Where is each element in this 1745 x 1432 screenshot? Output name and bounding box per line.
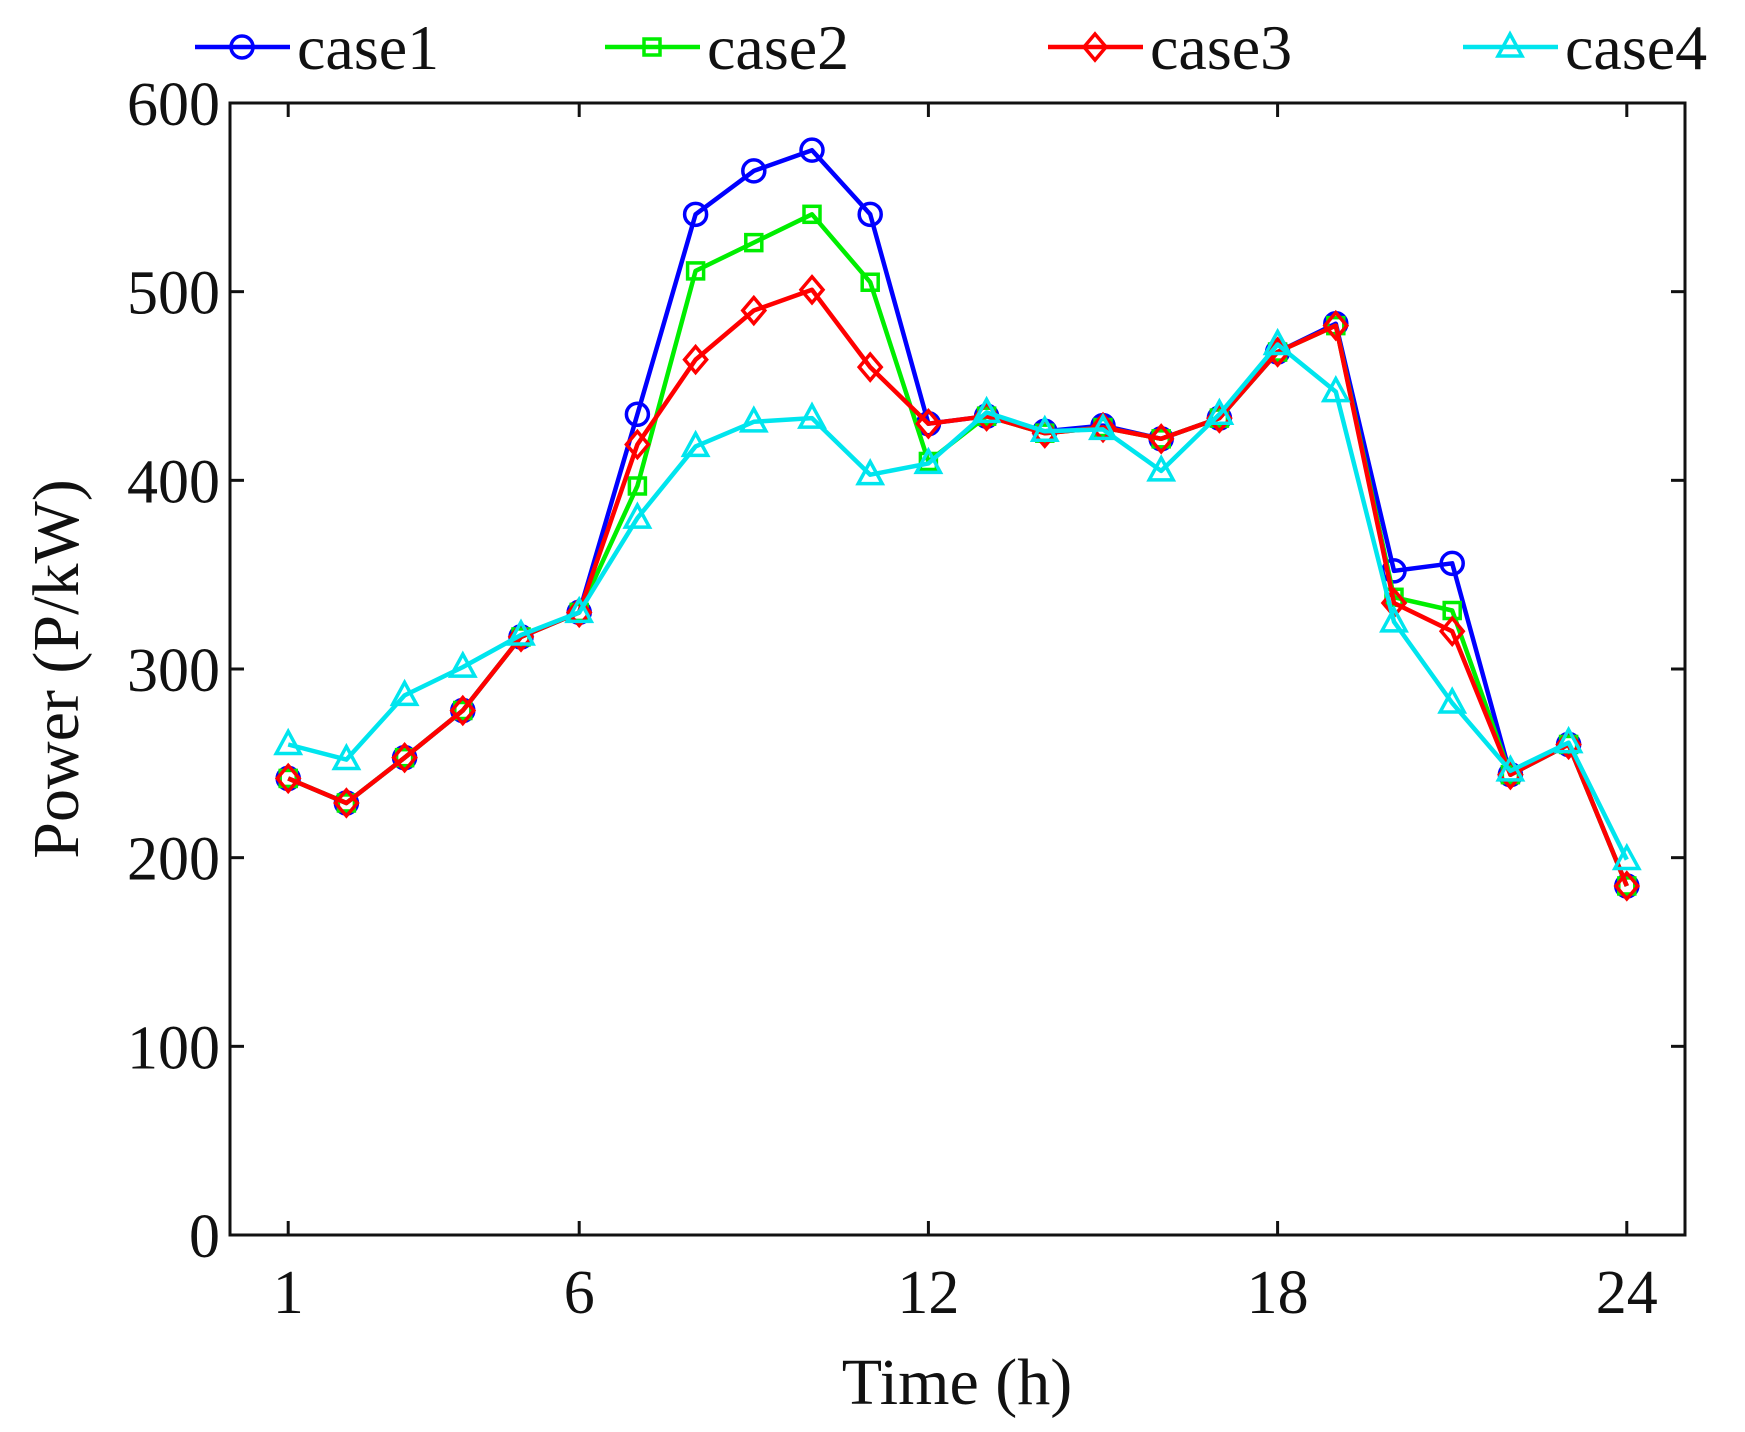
legend-item-case2: case2 xyxy=(605,12,849,83)
point-case3-4 xyxy=(449,694,477,727)
x-tick-label-18: 18 xyxy=(1247,1259,1309,1327)
point-case2-8 xyxy=(685,261,706,281)
x-tick-label-12: 12 xyxy=(897,1259,959,1327)
point-case2-11 xyxy=(860,272,880,292)
point-case1-7 xyxy=(624,401,651,428)
point-case4-3 xyxy=(389,678,420,707)
point-case4-23 xyxy=(1553,725,1584,754)
x-axis-title: Time (h) xyxy=(842,1346,1072,1419)
point-case3-9 xyxy=(740,294,768,327)
point-case2-7 xyxy=(627,476,648,496)
y-tick-label-500: 500 xyxy=(127,260,220,328)
point-case4-12 xyxy=(913,446,944,475)
point-case4-24 xyxy=(1611,842,1642,871)
point-case4-13 xyxy=(971,395,1002,424)
legend-label-case1: case1 xyxy=(297,12,439,83)
point-case4-11 xyxy=(855,458,886,486)
point-case4-20 xyxy=(1379,605,1409,633)
point-case3-15 xyxy=(1089,411,1117,444)
point-case2-10 xyxy=(802,204,822,225)
point-case4-6 xyxy=(564,595,595,624)
point-case4-22 xyxy=(1495,754,1526,782)
legend-item-case4: case4 xyxy=(1463,12,1707,83)
point-case1-11 xyxy=(857,201,883,228)
point-case4-7 xyxy=(622,501,653,529)
point-case4-4 xyxy=(447,650,478,678)
point-case2-4 xyxy=(453,700,473,721)
legend-label-case2: case2 xyxy=(707,12,849,83)
point-case3-2 xyxy=(333,787,360,819)
point-case4-15 xyxy=(1088,412,1118,441)
point-case4-5 xyxy=(506,618,536,646)
point-case4-10 xyxy=(797,401,827,429)
point-case3-3 xyxy=(391,741,418,774)
legend-item-case1: case1 xyxy=(195,12,439,83)
legend-marker-case4 xyxy=(1495,30,1525,58)
axis-ticks: 1 6 12 18 24 0 100 200 300 400 500 600 xyxy=(127,71,1685,1327)
point-case3-12 xyxy=(915,408,942,440)
x-tick-label-1: 1 xyxy=(273,1259,304,1327)
point-case2-9 xyxy=(744,232,764,253)
y-tick-label-0: 0 xyxy=(189,1203,220,1271)
point-case4-19 xyxy=(1320,375,1351,403)
point-case2-3 xyxy=(394,747,415,768)
point-case4-1 xyxy=(273,727,304,756)
y-tick-label-100: 100 xyxy=(127,1014,220,1082)
point-case1-9 xyxy=(741,158,767,184)
point-case3-21 xyxy=(1438,615,1466,647)
plot-marks xyxy=(273,137,1642,902)
point-case4-2 xyxy=(331,742,362,771)
y-tick-label-600: 600 xyxy=(127,71,220,139)
point-case3-24 xyxy=(1613,870,1641,902)
point-case4-8 xyxy=(680,429,711,458)
legend-marker-case1 xyxy=(229,34,255,60)
point-case1-21 xyxy=(1439,550,1465,577)
point-case3-6 xyxy=(565,596,593,629)
point-case2-24 xyxy=(1617,876,1637,896)
point-case1-10 xyxy=(799,137,825,163)
point-case4-21 xyxy=(1437,686,1468,714)
point-case3-8 xyxy=(682,343,709,376)
point-case3-19 xyxy=(1322,309,1350,342)
point-case4-16 xyxy=(1146,454,1177,482)
point-case3-16 xyxy=(1147,423,1175,455)
legend-marker-case3 xyxy=(1081,31,1109,63)
series-line-case3 xyxy=(287,287,1629,887)
y-tick-label-300: 300 xyxy=(127,637,220,705)
legend-label-case3: case3 xyxy=(1150,12,1292,83)
point-case3-1 xyxy=(274,762,302,795)
series-case3 xyxy=(274,274,1641,902)
legend-item-case3: case3 xyxy=(1048,12,1292,83)
y-tick-label-400: 400 xyxy=(127,448,220,516)
point-case3-11 xyxy=(856,351,884,383)
y-axis-title: Power (P/kW) xyxy=(20,479,93,858)
point-case4-17 xyxy=(1204,397,1235,426)
point-case3-7 xyxy=(624,428,651,461)
legend-marker-case2 xyxy=(642,37,662,57)
series-case4 xyxy=(273,327,1642,871)
point-case4-14 xyxy=(1029,414,1060,443)
point-case4-9 xyxy=(738,405,769,433)
point-case3-10 xyxy=(798,274,826,306)
point-case2-1 xyxy=(278,768,298,789)
point-case4-18 xyxy=(1262,327,1293,356)
x-tick-label-24: 24 xyxy=(1596,1259,1658,1327)
point-case1-8 xyxy=(682,201,709,228)
legend-label-case4: case4 xyxy=(1565,12,1707,83)
y-tick-label-200: 200 xyxy=(127,826,220,894)
point-case2-2 xyxy=(336,793,357,813)
x-tick-label-6: 6 xyxy=(564,1259,595,1327)
legend: case1 case2 case3 case4 xyxy=(195,12,1707,83)
